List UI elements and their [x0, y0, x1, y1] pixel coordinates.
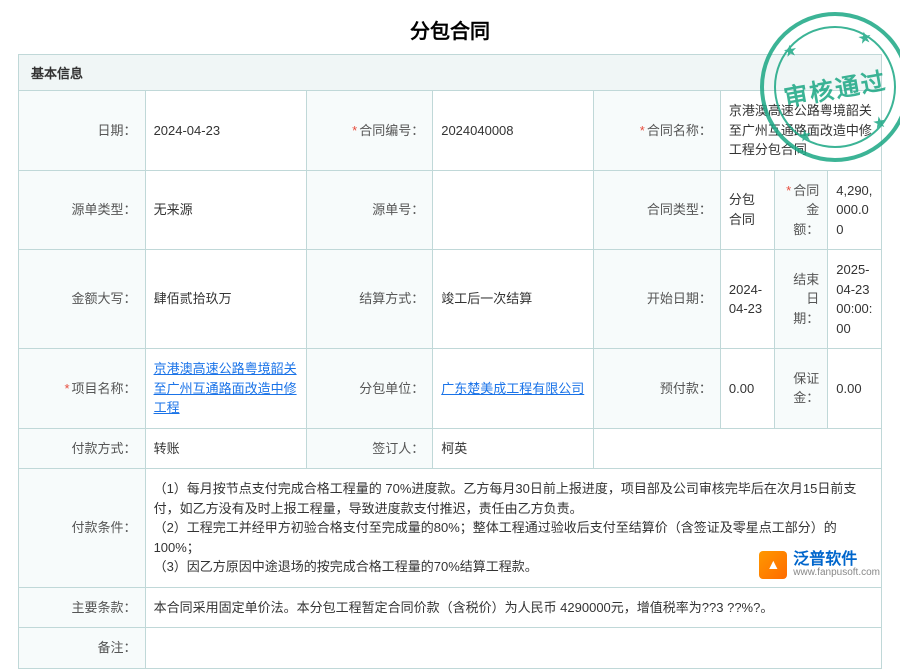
label-pay-terms: 付款条件：	[19, 469, 146, 588]
label-remark: 备注：	[19, 628, 146, 669]
value-source-type: 无来源	[145, 170, 306, 250]
label-contract-no-text: 合同编号：	[359, 123, 424, 138]
section-header-basic-info: 基本信息	[18, 54, 882, 90]
label-contract-type: 合同类型：	[594, 170, 721, 250]
value-start-date: 2024-04-23	[720, 250, 774, 349]
label-date: 日期：	[19, 91, 146, 171]
label-source-no: 源单号：	[306, 170, 433, 250]
empty-cell	[594, 428, 882, 469]
value-main-terms: 本合同采用固定单价法。本分包工程暂定合同价款（含税价）为人民币 4290000元…	[145, 587, 881, 628]
label-project-name: *项目名称：	[19, 349, 146, 429]
label-signer: 签订人：	[306, 428, 433, 469]
value-project-name[interactable]: 京港澳高速公路粤境韶关至广州互通路面改造中修工程	[145, 349, 306, 429]
label-contract-amount-text: 合同金额：	[793, 183, 819, 237]
logo-text-cn: 泛普软件	[793, 552, 880, 568]
value-contract-amount: 4,290,000.00	[828, 170, 882, 250]
value-remark	[145, 628, 881, 669]
label-pay-method: 付款方式：	[19, 428, 146, 469]
value-prepay: 0.00	[720, 349, 774, 429]
value-contract-type: 分包合同	[720, 170, 774, 250]
value-sub-unit[interactable]: 广东楚美成工程有限公司	[433, 349, 594, 429]
label-sub-unit: 分包单位：	[306, 349, 433, 429]
label-contract-name-text: 合同名称：	[647, 123, 712, 138]
label-prepay: 预付款：	[594, 349, 721, 429]
value-signer: 柯英	[433, 428, 594, 469]
label-main-terms: 主要条款：	[19, 587, 146, 628]
sub-unit-link[interactable]: 广东楚美成工程有限公司	[441, 381, 584, 396]
label-amount-words: 金额大写：	[19, 250, 146, 349]
value-pay-method: 转账	[145, 428, 306, 469]
value-settle-method: 竣工后一次结算	[433, 250, 594, 349]
label-source-type: 源单类型：	[19, 170, 146, 250]
label-deposit: 保证金：	[774, 349, 828, 429]
logo-text-en: www.fanpusoft.com	[793, 568, 880, 578]
contract-form-table: 日期： 2024-04-23 *合同编号： 2024040008 *合同名称： …	[18, 90, 882, 669]
project-name-link[interactable]: 京港澳高速公路粤境韶关至广州互通路面改造中修工程	[154, 361, 297, 415]
approval-stamp: ★ ★ ★ ★ 审核通过	[748, 0, 900, 174]
label-start-date: 开始日期：	[594, 250, 721, 349]
value-end-date: 2025-04-23 00:00:00	[828, 250, 882, 349]
label-project-name-text: 项目名称：	[72, 381, 137, 396]
label-end-date: 结束日期：	[774, 250, 828, 349]
label-contract-amount: *合同金额：	[774, 170, 828, 250]
logo-icon	[759, 551, 787, 579]
value-contract-no: 2024040008	[433, 91, 594, 171]
brand-logo: 泛普软件 www.fanpusoft.com	[759, 551, 880, 579]
label-settle-method: 结算方式：	[306, 250, 433, 349]
value-source-no	[433, 170, 594, 250]
value-amount-words: 肆佰贰拾玖万	[145, 250, 306, 349]
value-date: 2024-04-23	[145, 91, 306, 171]
label-contract-name: *合同名称：	[594, 91, 721, 171]
value-deposit: 0.00	[828, 349, 882, 429]
label-contract-no: *合同编号：	[306, 91, 433, 171]
